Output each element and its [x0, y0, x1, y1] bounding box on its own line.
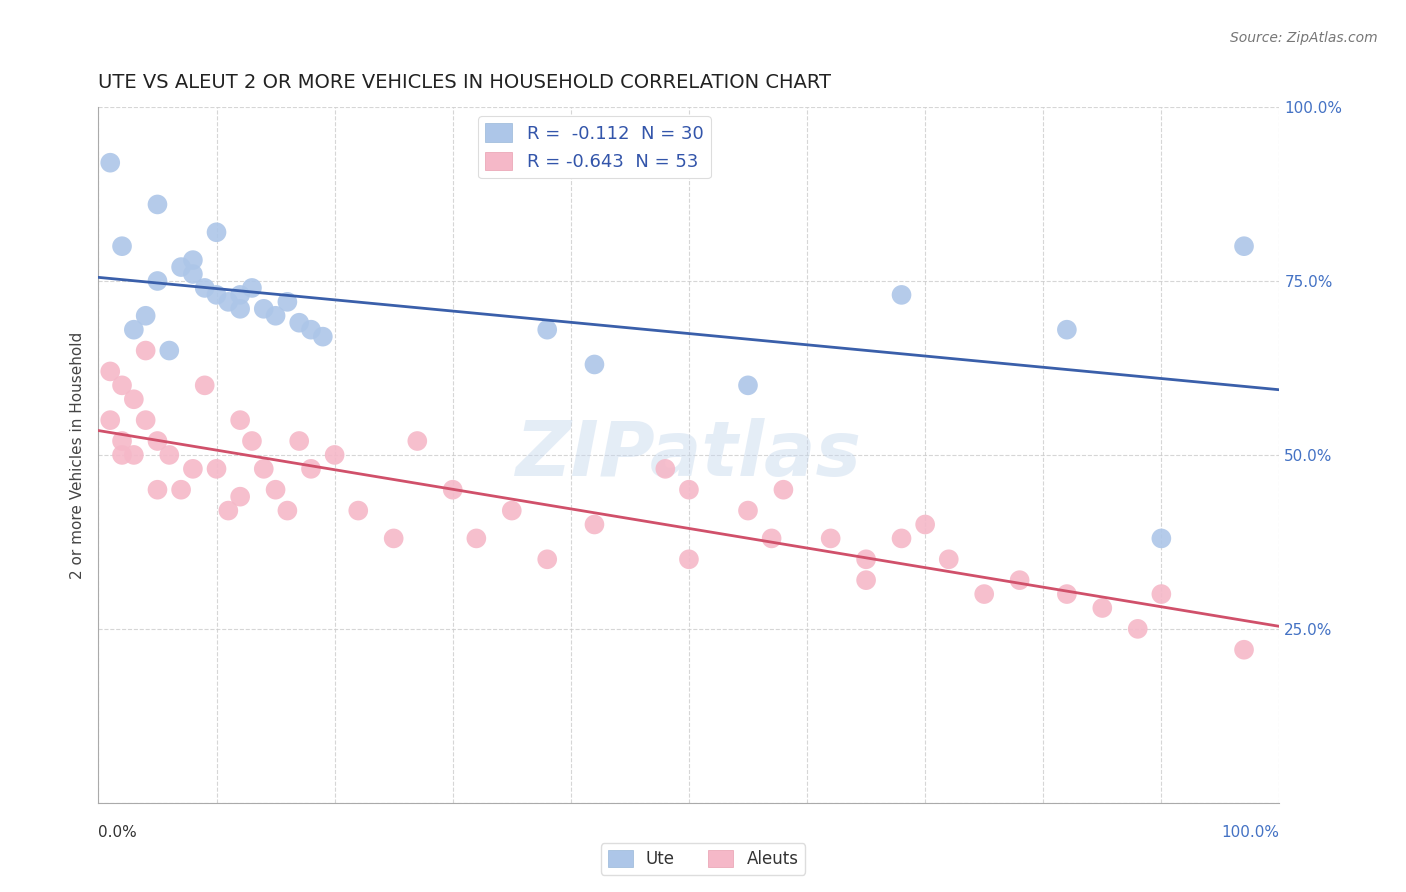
- Point: [122, 323, 145, 337]
- Point: [253, 462, 276, 476]
- Point: [678, 552, 700, 566]
- Point: [323, 448, 346, 462]
- Point: [146, 434, 169, 448]
- Point: [111, 239, 134, 253]
- Point: [229, 301, 252, 316]
- Point: [181, 253, 204, 268]
- Point: [737, 378, 759, 392]
- Legend: Ute, Aleuts: Ute, Aleuts: [600, 843, 806, 875]
- Point: [299, 462, 322, 476]
- Point: [678, 483, 700, 497]
- Point: [146, 274, 169, 288]
- Point: [111, 448, 134, 462]
- Point: [288, 434, 311, 448]
- Point: [157, 343, 180, 358]
- Point: [890, 532, 912, 546]
- Point: [299, 323, 322, 337]
- Point: [205, 225, 228, 239]
- Point: [1233, 642, 1256, 657]
- Point: [820, 532, 842, 546]
- Point: [1233, 239, 1256, 253]
- Point: [654, 462, 676, 476]
- Y-axis label: 2 or more Vehicles in Household: 2 or more Vehicles in Household: [70, 331, 86, 579]
- Point: [98, 155, 121, 169]
- Point: [229, 413, 252, 427]
- Point: [146, 197, 169, 211]
- Point: [194, 281, 217, 295]
- Point: [217, 294, 239, 309]
- Point: [938, 552, 960, 566]
- Point: [347, 503, 370, 517]
- Text: 100.0%: 100.0%: [1222, 825, 1279, 840]
- Point: [890, 288, 912, 302]
- Point: [181, 462, 204, 476]
- Text: ZIPatlas: ZIPatlas: [516, 418, 862, 491]
- Point: [157, 448, 180, 462]
- Point: [205, 288, 228, 302]
- Point: [135, 413, 157, 427]
- Point: [501, 503, 523, 517]
- Point: [406, 434, 429, 448]
- Point: [1056, 323, 1078, 337]
- Point: [135, 343, 157, 358]
- Point: [855, 573, 877, 587]
- Point: [170, 483, 193, 497]
- Point: [1126, 622, 1149, 636]
- Point: [312, 329, 335, 343]
- Point: [1008, 573, 1031, 587]
- Point: [536, 552, 558, 566]
- Point: [276, 503, 298, 517]
- Point: [382, 532, 405, 546]
- Point: [194, 378, 217, 392]
- Point: [1056, 587, 1078, 601]
- Point: [536, 323, 558, 337]
- Point: [146, 483, 169, 497]
- Point: [98, 364, 121, 378]
- Point: [135, 309, 157, 323]
- Point: [240, 434, 263, 448]
- Point: [737, 503, 759, 517]
- Point: [205, 462, 228, 476]
- Point: [111, 378, 134, 392]
- Point: [1091, 601, 1114, 615]
- Point: [1150, 532, 1173, 546]
- Point: [288, 316, 311, 330]
- Point: [441, 483, 464, 497]
- Legend: R =  -0.112  N = 30, R = -0.643  N = 53: R = -0.112 N = 30, R = -0.643 N = 53: [478, 116, 711, 178]
- Point: [973, 587, 995, 601]
- Point: [583, 358, 606, 372]
- Point: [229, 288, 252, 302]
- Point: [170, 260, 193, 274]
- Point: [264, 309, 287, 323]
- Text: Source: ZipAtlas.com: Source: ZipAtlas.com: [1230, 31, 1378, 45]
- Point: [855, 552, 877, 566]
- Point: [111, 434, 134, 448]
- Point: [229, 490, 252, 504]
- Point: [465, 532, 488, 546]
- Point: [181, 267, 204, 281]
- Point: [122, 448, 145, 462]
- Point: [276, 294, 298, 309]
- Point: [1150, 587, 1173, 601]
- Point: [761, 532, 783, 546]
- Point: [914, 517, 936, 532]
- Point: [583, 517, 606, 532]
- Point: [217, 503, 239, 517]
- Text: 0.0%: 0.0%: [98, 825, 138, 840]
- Point: [240, 281, 263, 295]
- Point: [264, 483, 287, 497]
- Point: [122, 392, 145, 407]
- Point: [772, 483, 794, 497]
- Point: [98, 413, 121, 427]
- Point: [253, 301, 276, 316]
- Text: UTE VS ALEUT 2 OR MORE VEHICLES IN HOUSEHOLD CORRELATION CHART: UTE VS ALEUT 2 OR MORE VEHICLES IN HOUSE…: [98, 72, 831, 92]
